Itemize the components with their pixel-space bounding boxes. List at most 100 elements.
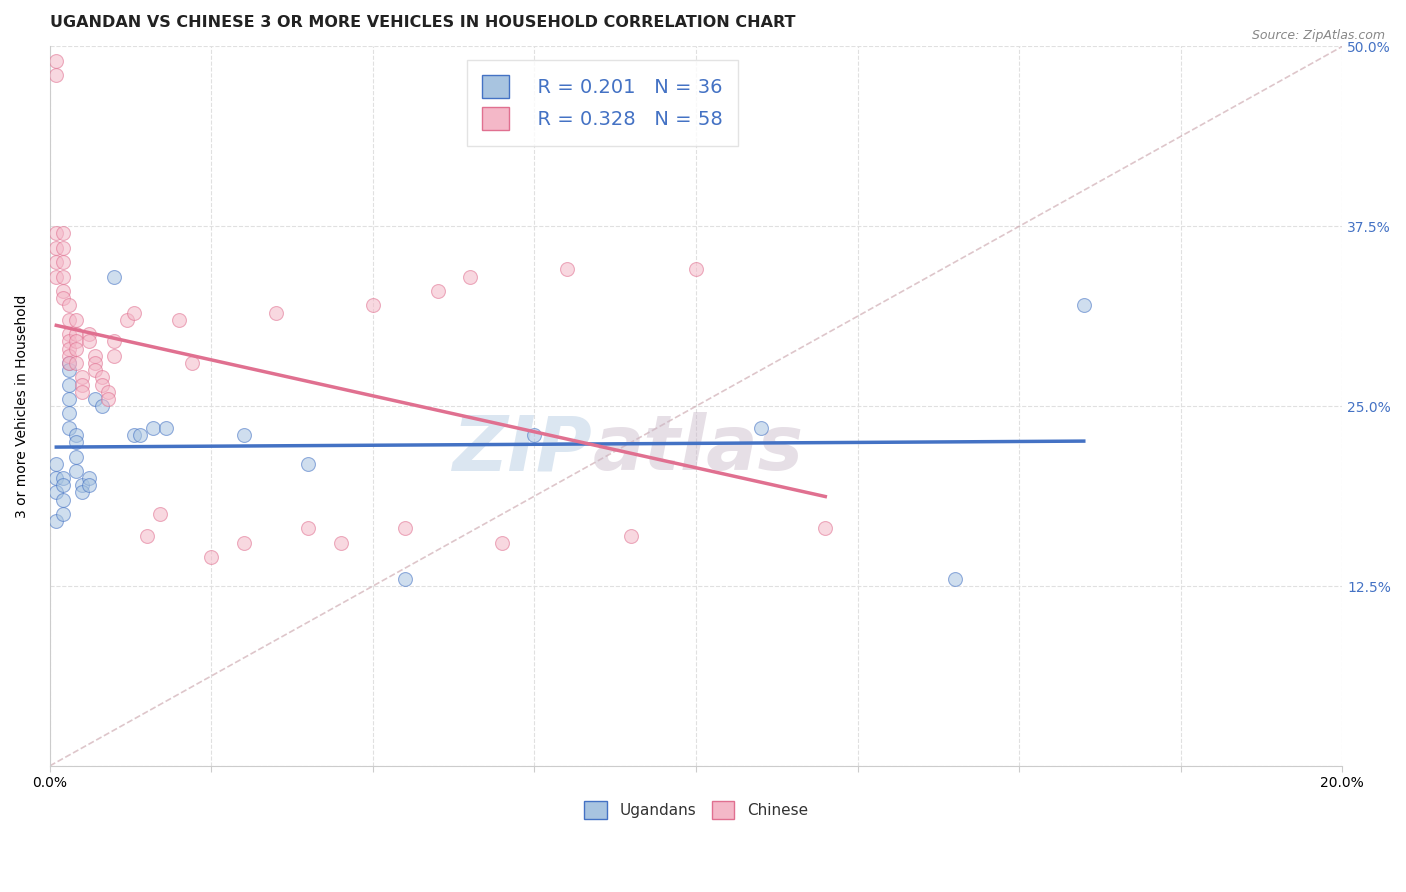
Point — [52, 478, 75, 492]
Point — [65, 464, 87, 478]
Point — [103, 269, 125, 284]
Point — [749, 421, 772, 435]
Text: ZIP: ZIP — [453, 412, 593, 486]
Point — [65, 327, 87, 342]
Point — [90, 377, 112, 392]
Point — [77, 478, 100, 492]
Point — [458, 269, 481, 284]
Point — [65, 428, 87, 442]
Point — [65, 356, 87, 370]
Point — [1073, 298, 1095, 312]
Point — [555, 262, 578, 277]
Point — [70, 478, 93, 492]
Point — [45, 269, 67, 284]
Point — [52, 284, 75, 298]
Point — [620, 529, 643, 543]
Point — [58, 342, 80, 356]
Point — [45, 514, 67, 528]
Point — [52, 291, 75, 305]
Point — [65, 334, 87, 349]
Point — [65, 450, 87, 464]
Text: Source: ZipAtlas.com: Source: ZipAtlas.com — [1251, 29, 1385, 42]
Point — [45, 255, 67, 269]
Point — [58, 313, 80, 327]
Point — [45, 471, 67, 485]
Legend: Ugandans, Chinese: Ugandans, Chinese — [576, 794, 815, 827]
Point — [58, 421, 80, 435]
Point — [52, 471, 75, 485]
Point — [361, 298, 384, 312]
Point — [52, 507, 75, 521]
Point — [232, 428, 254, 442]
Point — [58, 298, 80, 312]
Point — [129, 428, 152, 442]
Point — [84, 363, 107, 377]
Point — [142, 421, 165, 435]
Point — [103, 334, 125, 349]
Point — [167, 313, 190, 327]
Point — [523, 428, 546, 442]
Point — [297, 521, 319, 535]
Point — [84, 349, 107, 363]
Point — [70, 485, 93, 500]
Point — [97, 384, 120, 399]
Point — [103, 349, 125, 363]
Point — [45, 241, 67, 255]
Point — [84, 356, 107, 370]
Point — [58, 334, 80, 349]
Point — [77, 327, 100, 342]
Point — [52, 255, 75, 269]
Point — [232, 536, 254, 550]
Point — [84, 392, 107, 406]
Text: UGANDAN VS CHINESE 3 OR MORE VEHICLES IN HOUSEHOLD CORRELATION CHART: UGANDAN VS CHINESE 3 OR MORE VEHICLES IN… — [49, 15, 796, 30]
Point — [135, 529, 157, 543]
Point — [943, 572, 966, 586]
Point — [149, 507, 172, 521]
Point — [45, 457, 67, 471]
Point — [65, 435, 87, 450]
Point — [814, 521, 837, 535]
Point — [394, 572, 416, 586]
Point — [45, 485, 67, 500]
Point — [45, 68, 67, 82]
Point — [117, 313, 139, 327]
Point — [58, 377, 80, 392]
Point — [155, 421, 177, 435]
Point — [65, 313, 87, 327]
Point — [52, 227, 75, 241]
Point — [58, 392, 80, 406]
Point — [45, 54, 67, 68]
Point — [329, 536, 352, 550]
Point — [685, 262, 707, 277]
Point — [58, 349, 80, 363]
Point — [122, 305, 145, 319]
Point — [58, 356, 80, 370]
Point — [394, 521, 416, 535]
Point — [58, 327, 80, 342]
Point — [70, 370, 93, 384]
Point — [181, 356, 204, 370]
Point — [58, 356, 80, 370]
Point — [90, 370, 112, 384]
Point — [491, 536, 513, 550]
Point — [65, 342, 87, 356]
Text: atlas: atlas — [593, 412, 804, 486]
Point — [58, 363, 80, 377]
Point — [122, 428, 145, 442]
Point — [70, 384, 93, 399]
Point — [200, 550, 222, 565]
Point — [97, 392, 120, 406]
Point — [264, 305, 287, 319]
Point — [52, 269, 75, 284]
Point — [45, 227, 67, 241]
Point — [58, 406, 80, 420]
Point — [77, 471, 100, 485]
Point — [77, 334, 100, 349]
Point — [52, 492, 75, 507]
Point — [426, 284, 449, 298]
Point — [90, 399, 112, 413]
Point — [70, 377, 93, 392]
Point — [297, 457, 319, 471]
Y-axis label: 3 or more Vehicles in Household: 3 or more Vehicles in Household — [15, 294, 30, 518]
Point — [52, 241, 75, 255]
